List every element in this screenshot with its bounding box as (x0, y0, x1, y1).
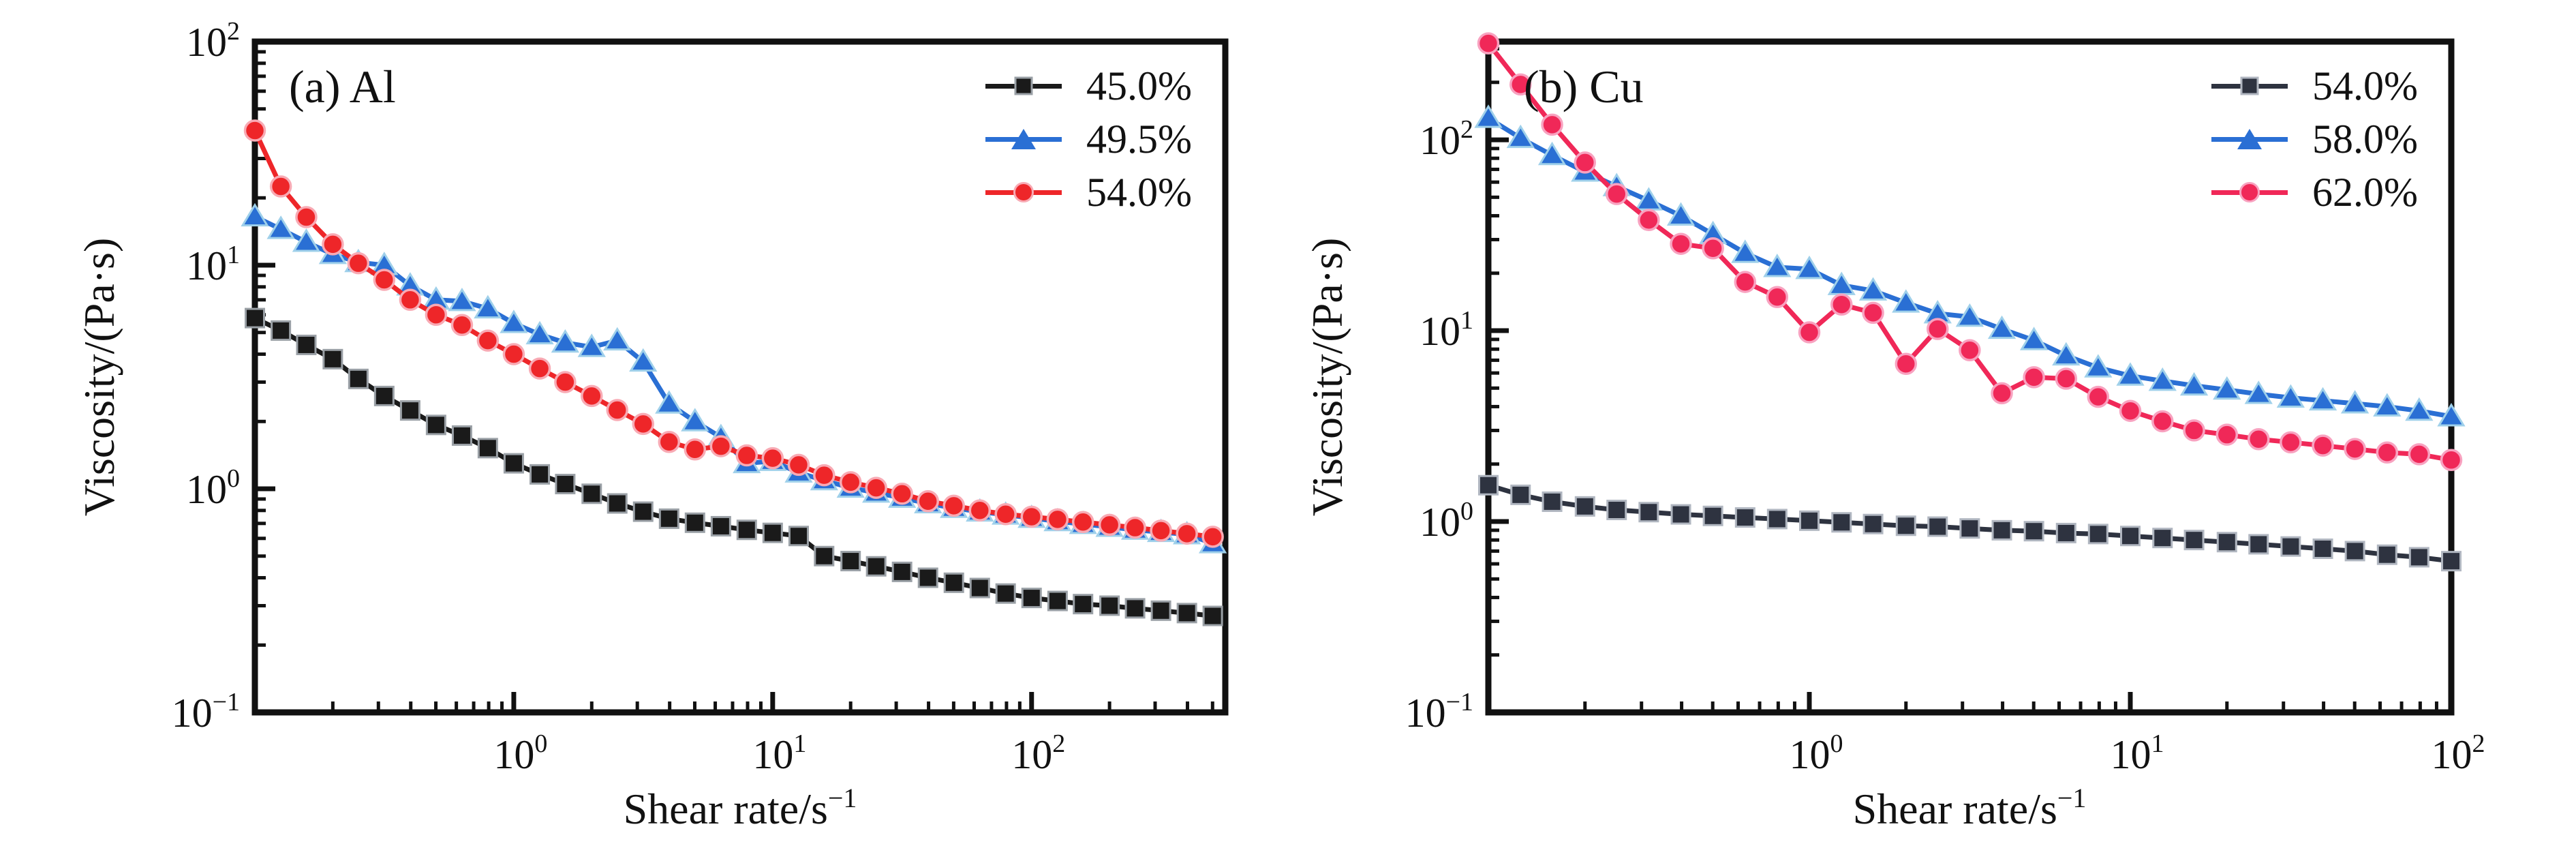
panel-b-y-tick-labels: 10−1 100 101 102 (1405, 115, 1473, 736)
panel-a-x-axis-label-sup: −1 (827, 783, 857, 813)
panel-a-y-tick-labels: 10−1 100 101 102 (172, 17, 240, 736)
panel-b: 100 101 102 10−1 100 101 102 (1405, 32, 2485, 777)
legend-item: 58.0% (2211, 112, 2418, 166)
svg-text:101: 101 (1420, 306, 1473, 354)
panel-a-y-axis-label-text: Viscosity/(Pa·s) (75, 237, 123, 517)
panel-a-axes-border (251, 38, 1229, 716)
svg-text:100: 100 (1420, 497, 1473, 545)
legend-label: 54.0% (1086, 169, 1192, 215)
panel-a-series-45.0% (245, 307, 1223, 626)
panel-b-legend: 54.0% 58.0% 62.0% (2211, 59, 2418, 219)
panel-a-x-axis-label: Shear rate/s−1 (624, 784, 857, 834)
legend-label: 54.0% (2312, 63, 2418, 108)
svg-text:102: 102 (1011, 729, 1065, 777)
panel-b-y-axis-label-text: Viscosity/(Pa·s) (1303, 237, 1351, 517)
panel-b-x-axis-label-text: Shear rate/s (1852, 785, 2057, 833)
panel-b-series-58.0% (1474, 104, 2466, 427)
svg-text:102: 102 (186, 17, 240, 65)
panel-a-series-49.5% (241, 202, 1227, 554)
legend-line-sample (985, 76, 1062, 95)
panel-b-series-54.0% (1478, 474, 2462, 572)
panel-a-y-axis-label: Viscosity/(Pa·s) (74, 238, 125, 517)
legend-item: 62.0% (2211, 166, 2418, 219)
panel-b-x-axis-label-sup: −1 (2057, 783, 2087, 813)
legend-line-sample (2211, 182, 2288, 202)
legend-item: 54.0% (2211, 59, 2418, 112)
svg-text:10−1: 10−1 (172, 688, 240, 736)
panel-a-series-54.0% (243, 119, 1224, 548)
series-markers (1478, 474, 2462, 572)
legend-item: 54.0% (985, 166, 1192, 219)
series-markers (1474, 104, 2466, 427)
panel-b-axes-border (1485, 38, 2455, 716)
square-marker-icon (1014, 76, 1033, 95)
panel-b-y-axis-label: Viscosity/(Pa·s) (1302, 238, 1353, 517)
panel-b-title: (b) Cu (1524, 61, 1644, 112)
panel-a-x-axis-label-text: Shear rate/s (623, 785, 828, 833)
series-markers (1477, 32, 2463, 472)
square-marker-icon (2240, 76, 2259, 95)
legend-line-sample (2211, 129, 2288, 149)
legend-line-sample (985, 182, 1062, 202)
legend-label: 49.5% (1086, 116, 1192, 162)
circle-marker-icon (2239, 182, 2260, 202)
series-markers (243, 119, 1224, 548)
circle-marker-icon (1013, 182, 1034, 202)
svg-text:102: 102 (1420, 115, 1473, 163)
svg-text:102: 102 (2432, 729, 2485, 777)
legend-label: 62.0% (2312, 169, 2418, 215)
panel-b-x-axis-label: Shear rate/s−1 (1853, 784, 2087, 834)
panel-b-x-tick-labels: 100 101 102 (1790, 729, 2485, 777)
series-markers (241, 202, 1227, 554)
svg-text:101: 101 (2111, 729, 2164, 777)
svg-text:100: 100 (1790, 729, 1843, 777)
panel-a: 100 101 102 10−1 100 101 102 (172, 17, 1229, 777)
legend-item: 49.5% (985, 112, 1192, 166)
legend-label: 58.0% (2312, 116, 2418, 162)
svg-text:100: 100 (186, 464, 240, 512)
panel-b-series-62.0% (1477, 32, 2463, 472)
panel-a-x-tick-labels: 100 101 102 (493, 729, 1065, 777)
svg-text:100: 100 (493, 729, 547, 777)
svg-text:101: 101 (186, 241, 240, 288)
svg-text:101: 101 (752, 729, 806, 777)
series-line (252, 316, 1216, 618)
legend-line-sample (2211, 76, 2288, 95)
series-line (252, 214, 1216, 546)
svg-text:10−1: 10−1 (1405, 688, 1473, 736)
panel-a-legend: 45.0% 49.5% 54.0% (985, 59, 1192, 219)
triangle-marker-icon (2237, 129, 2262, 149)
panel-a-title: (a) Al (289, 61, 396, 112)
legend-item: 45.0% (985, 59, 1192, 112)
series-markers (245, 307, 1223, 626)
legend-line-sample (985, 129, 1062, 149)
triangle-marker-icon (1011, 129, 1036, 149)
legend-label: 45.0% (1086, 63, 1192, 108)
